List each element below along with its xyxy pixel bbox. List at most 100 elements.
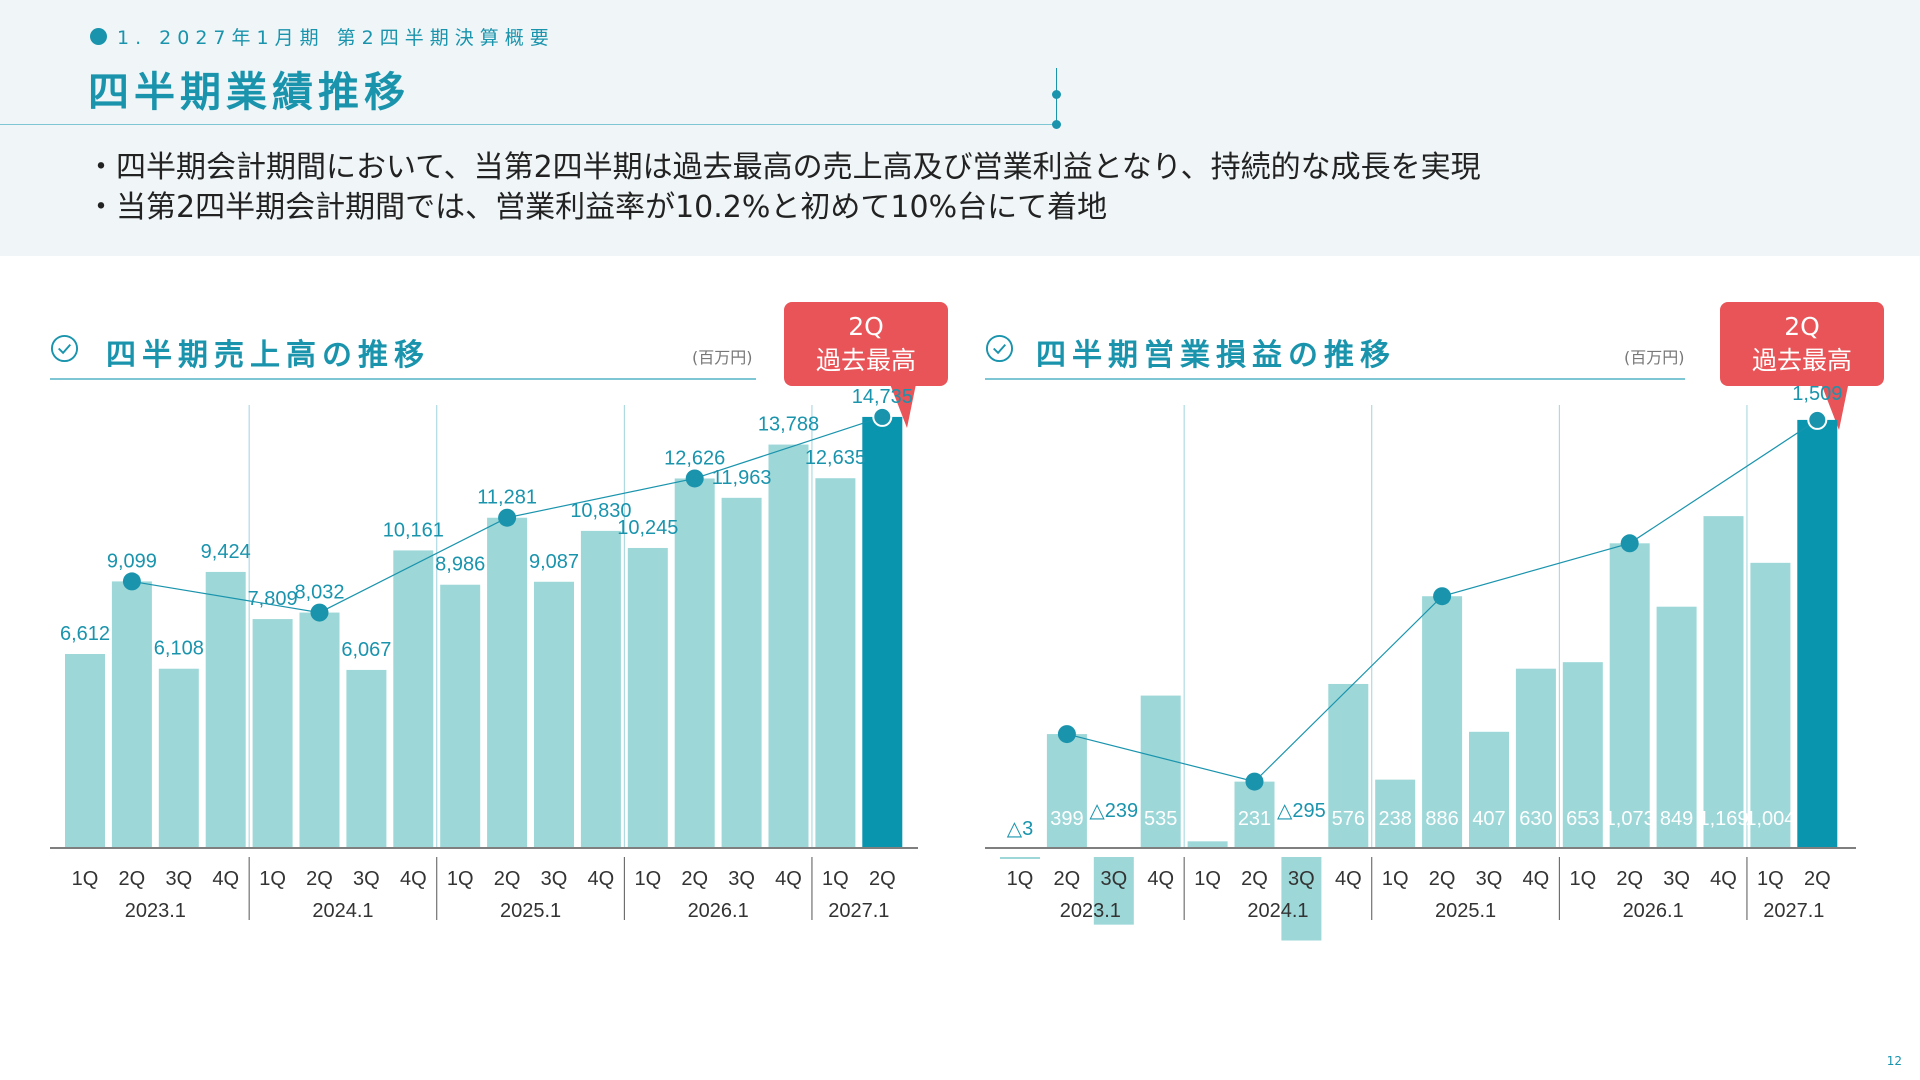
bar (205, 571, 246, 847)
value-label: 1,073 (1605, 808, 1655, 830)
category-label: 1Q (1382, 868, 1409, 890)
year-group-label: 2027.1 (828, 900, 889, 922)
category-label: 2Q (119, 868, 146, 890)
bar (1656, 606, 1697, 847)
category-label: 3Q (353, 868, 380, 890)
value-label: 849 (1660, 808, 1693, 830)
category-label: 3Q (1100, 868, 1127, 890)
bar (1000, 857, 1040, 859)
bar (1093, 857, 1134, 925)
bar (674, 478, 715, 847)
category-label: 4Q (775, 868, 802, 890)
page-title: 四半期業績推移 (88, 68, 410, 116)
category-label: 1Q (1194, 868, 1221, 890)
category-label: 3Q (1476, 868, 1503, 890)
value-label: 11,963 (712, 467, 772, 489)
bar (299, 612, 340, 847)
bar (768, 444, 809, 847)
section-label-text: 1. 2027年1月期 第2四半期決算概要 (117, 26, 555, 49)
chart-title: 四半期営業損益の推移 (1036, 338, 1396, 373)
unit-label: (百万円) (1624, 348, 1685, 367)
summary-bullet: 当第2四半期会計期間では、営業利益率が10.2%と初めて10%台にて着地 (86, 188, 1481, 228)
bar (440, 584, 481, 847)
bar (721, 497, 762, 847)
value-label: 1,169 (1698, 808, 1748, 830)
callout-line: 2Q (848, 312, 884, 341)
value-label: 10,245 (617, 517, 678, 539)
category-label: 4Q (1523, 868, 1550, 890)
callout-line: 過去最高 (815, 346, 916, 375)
summary-bullet: 四半期会計期間において、当第2四半期は過去最高の売上高及び営業利益となり、持続的… (86, 148, 1481, 188)
bar (1046, 734, 1087, 847)
year-group-label: 2026.1 (688, 900, 749, 922)
value-label: 535 (1144, 808, 1177, 830)
value-label: 576 (1332, 808, 1365, 830)
year-group-label: 2023.1 (125, 900, 186, 922)
value-label: 12,626 (664, 447, 725, 469)
bar (1562, 662, 1603, 847)
bar (111, 581, 152, 847)
value-label: △3 (1007, 818, 1034, 840)
value-label: 653 (1566, 808, 1599, 830)
year-group-label: 2027.1 (1763, 900, 1824, 922)
category-label: 3Q (1288, 868, 1315, 890)
check-circle-icon (50, 334, 79, 363)
value-label: 9,099 (107, 550, 157, 572)
record-high-callout: 2Q 過去最高 (1720, 302, 1884, 386)
year-group-label: 2025.1 (1435, 900, 1496, 922)
page-number: 12 (1886, 1054, 1902, 1068)
bar (815, 478, 856, 847)
category-label: 2Q (1616, 868, 1643, 890)
bar (1469, 731, 1509, 847)
title-rule (0, 124, 1057, 125)
value-label: 399 (1050, 808, 1083, 830)
bar (158, 668, 199, 847)
value-label: 630 (1519, 808, 1552, 830)
operating-income-chart: △3 399 △239 535 20 231 △295 576 238 886 407 630 653 1… (985, 383, 1856, 941)
trend-marker (122, 572, 141, 591)
category-label: 2Q (1429, 868, 1456, 890)
bar (1797, 419, 1838, 847)
bar (1750, 562, 1791, 847)
rule-dot-icon (1052, 90, 1061, 99)
trend-marker (872, 406, 893, 427)
category-label: 3Q (165, 868, 192, 890)
value-label: △239 (1089, 800, 1138, 822)
callout-line: 2Q (1784, 312, 1820, 341)
title-underline (985, 378, 1685, 380)
title-underline (50, 378, 756, 380)
value-label: 13,788 (758, 414, 819, 436)
category-label: 3Q (541, 868, 568, 890)
value-label: △295 (1277, 800, 1326, 822)
value-label: 9,087 (529, 551, 579, 573)
callout-tail (890, 384, 916, 428)
value-label: 8,032 (294, 582, 344, 604)
bar (393, 550, 434, 847)
trend-marker (310, 603, 329, 622)
value-label: 12,635 (805, 447, 866, 469)
rule-dot-icon (1052, 120, 1061, 129)
bar (580, 530, 621, 847)
category-label: 4Q (212, 868, 239, 890)
section-label: 1. 2027年1月期 第2四半期決算概要 (90, 22, 555, 50)
category-label: 1Q (1007, 868, 1034, 890)
value-label: 1,509 (1792, 383, 1842, 405)
trend-marker (685, 469, 704, 488)
year-group-label: 2026.1 (1623, 900, 1684, 922)
bar (1515, 668, 1556, 847)
summary-bullets: 四半期会計期間において、当第2四半期は過去最高の売上高及び営業利益となり、持続的… (86, 148, 1481, 228)
record-high-callout: 2Q 過去最高 (784, 302, 948, 386)
year-group-label: 2024.1 (1247, 900, 1308, 922)
chart-title: 四半期売上高の推移 (106, 338, 430, 373)
category-label: 2Q (306, 868, 333, 890)
operating-income-chart-panel: 四半期営業損益の推移 (百万円) 2Q 過去最高 △3 399 △239 535 20 2… (960, 300, 1920, 960)
bar (1328, 683, 1369, 847)
trend-marker (1807, 409, 1828, 430)
callout-line: 過去最高 (1751, 346, 1852, 375)
bar (1187, 841, 1228, 847)
bar (1140, 695, 1181, 847)
trend-marker (1245, 772, 1264, 791)
year-group-label: 2024.1 (312, 900, 373, 922)
unit-label: (百万円) (692, 348, 753, 367)
